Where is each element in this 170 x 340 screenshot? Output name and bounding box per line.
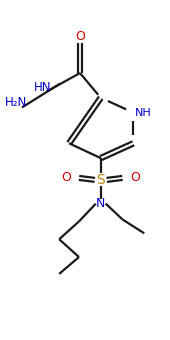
Text: H₂N: H₂N [5,96,28,109]
Text: O: O [130,171,140,184]
Text: HN: HN [34,81,51,95]
Text: NH: NH [135,108,152,118]
Text: O: O [75,30,85,43]
Text: O: O [61,171,71,184]
Text: S: S [96,173,105,187]
Text: N: N [96,197,105,210]
